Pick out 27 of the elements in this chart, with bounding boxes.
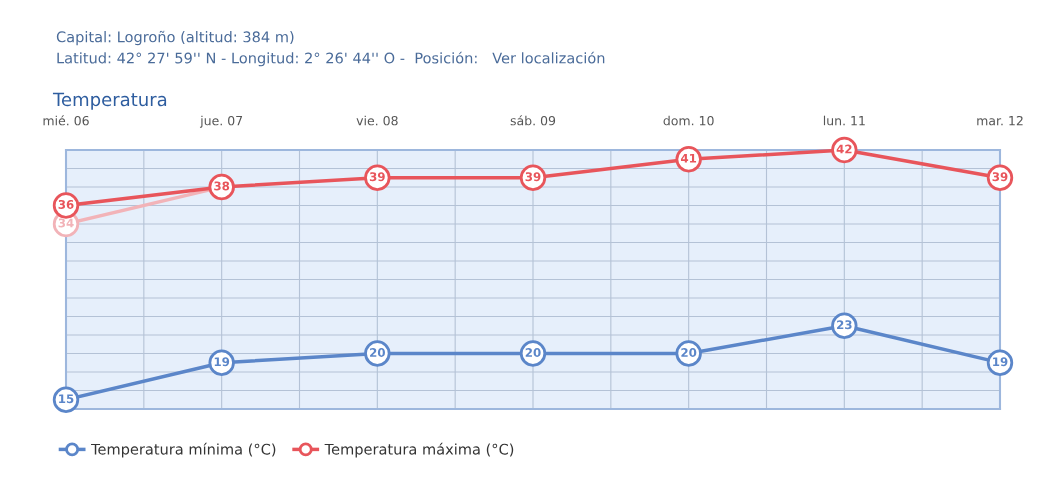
data-label: 38: [214, 181, 230, 191]
data-label: 19: [214, 357, 230, 367]
x-tick-label: lun. 11: [823, 115, 865, 126]
data-label: 42: [836, 144, 852, 154]
chart-title: Temperatura: [52, 92, 167, 110]
x-tick-label: mié. 06: [43, 115, 89, 126]
data-label: 20: [370, 348, 385, 357]
x-tick-label: sáb. 09: [510, 115, 556, 126]
legend-label: Temperatura mínima (°C): [91, 442, 276, 458]
data-label: 36: [58, 200, 74, 209]
data-label: 39: [992, 172, 1008, 182]
data-label: 39: [369, 172, 385, 182]
text: Capital: Logroño (altitud: 384 m): [56, 30, 294, 46]
legend-label: Temperatura máxima (°C): [324, 442, 514, 458]
data-label: 19: [993, 357, 1008, 367]
data-label: 20: [525, 348, 541, 357]
data-label: 15: [59, 394, 74, 404]
data-label: 20: [681, 348, 697, 357]
text: Latitud: 42° 27' 59'' N - Longitud: 2° 26' 44'' O - Posición: Ver localización: [57, 51, 605, 67]
x-tick-label: dom. 10: [663, 115, 714, 126]
data-label: 34: [58, 218, 74, 228]
data-label: 23: [837, 320, 852, 330]
x-tick-label: mar. 12: [977, 115, 1023, 126]
x-tick-label: jue. 07: [199, 115, 243, 128]
data-label: 41: [680, 153, 697, 163]
data-label: 39: [525, 172, 541, 182]
x-tick-label: vie. 08: [356, 115, 398, 126]
